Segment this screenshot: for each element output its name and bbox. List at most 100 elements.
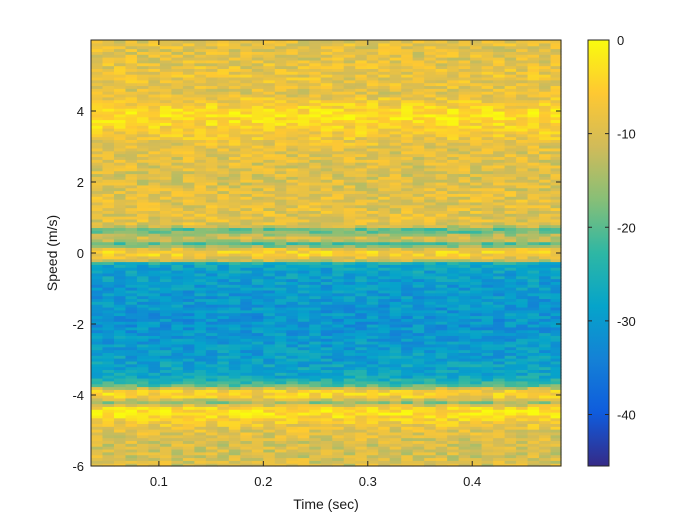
heatmap-cell: [274, 235, 287, 240]
heatmap-cell: [263, 128, 276, 132]
heatmap-cell: [136, 235, 150, 240]
heatmap-cell: [458, 395, 471, 399]
heatmap-cell: [297, 372, 310, 376]
heatmap-cell: [320, 383, 333, 388]
heatmap-cell: [332, 423, 345, 427]
heatmap-cell: [171, 431, 184, 436]
heatmap-cell: [194, 380, 207, 385]
heatmap-cell: [182, 363, 195, 368]
heatmap-cell: [136, 335, 150, 339]
heatmap-cell: [343, 414, 356, 419]
heatmap-cell: [401, 71, 414, 75]
heatmap-cell: [194, 454, 207, 459]
heatmap-cell: [125, 233, 138, 237]
heatmap-cell: [470, 332, 483, 336]
heatmap-cell: [309, 173, 322, 177]
heatmap-cell: [343, 261, 356, 265]
heatmap-cell: [435, 244, 448, 248]
heatmap-cell: [148, 235, 161, 240]
heatmap-cell: [136, 42, 150, 47]
heatmap-cell: [113, 451, 127, 456]
heatmap-cell: [447, 434, 460, 439]
heatmap-cell: [263, 42, 276, 47]
heatmap-cell: [148, 230, 161, 234]
heatmap-cell: [217, 51, 230, 55]
heatmap-cell: [389, 142, 402, 146]
heatmap-cell: [366, 253, 379, 257]
heatmap-cell: [332, 130, 345, 135]
heatmap-cell: [182, 116, 195, 121]
heatmap-cell: [136, 338, 150, 342]
heatmap-cell: [470, 343, 483, 348]
heatmap-cell: [424, 59, 437, 64]
heatmap-cell: [240, 437, 253, 442]
heatmap-cell: [91, 386, 104, 390]
heatmap-cell: [458, 74, 471, 78]
heatmap-cell: [286, 65, 299, 69]
heatmap-cell: [435, 326, 448, 331]
heatmap-cell: [194, 250, 207, 254]
heatmap-cell: [366, 272, 379, 277]
heatmap-cell: [401, 88, 414, 92]
heatmap-cell: [194, 113, 207, 118]
heatmap-cell: [102, 68, 115, 72]
heatmap-cell: [332, 102, 345, 106]
heatmap-cell: [194, 446, 207, 450]
heatmap-cell: [424, 227, 437, 231]
heatmap-cell: [447, 346, 460, 351]
heatmap-cell: [366, 434, 379, 439]
heatmap-cell: [458, 440, 471, 444]
heatmap-cell: [251, 349, 264, 353]
heatmap-cell: [205, 298, 218, 302]
heatmap-cell: [205, 448, 218, 453]
heatmap-cell: [343, 312, 356, 317]
heatmap-cell: [159, 292, 173, 297]
heatmap-cell: [113, 164, 127, 169]
heatmap-cell: [91, 431, 104, 436]
heatmap-cell: [332, 324, 345, 328]
heatmap-cell: [297, 389, 310, 393]
heatmap-cell: [297, 42, 310, 47]
heatmap-cell: [263, 62, 276, 67]
heatmap-cell: [447, 170, 460, 175]
heatmap-cell: [228, 451, 241, 456]
heatmap-cell: [148, 164, 161, 169]
heatmap-cell: [470, 429, 483, 433]
heatmap-cell: [91, 306, 104, 311]
heatmap-cell: [171, 264, 184, 268]
heatmap-cell: [228, 184, 241, 189]
heatmap-cell: [263, 338, 276, 342]
heatmap-cell: [389, 343, 402, 348]
heatmap-cell: [102, 76, 115, 81]
heatmap-cell: [251, 389, 264, 393]
heatmap-cell: [148, 343, 161, 348]
heatmap-cell: [424, 62, 437, 67]
heatmap-cell: [205, 153, 218, 158]
heatmap-cell: [205, 377, 218, 382]
heatmap-cell: [389, 122, 402, 126]
heatmap-cell: [458, 446, 471, 450]
heatmap-cell: [171, 65, 184, 69]
heatmap-cell: [274, 287, 287, 291]
heatmap-cell: [205, 238, 218, 243]
heatmap-cell: [148, 111, 161, 115]
heatmap-cell: [286, 329, 299, 334]
heatmap-cell: [366, 74, 379, 78]
heatmap-cell: [205, 62, 218, 67]
heatmap-cell: [91, 369, 104, 373]
heatmap-cell: [274, 68, 287, 72]
heatmap-cell: [412, 309, 425, 314]
heatmap-cell: [435, 207, 448, 211]
heatmap-cell: [366, 93, 379, 98]
heatmap-cell: [286, 159, 299, 163]
heatmap-cell: [217, 306, 230, 311]
heatmap-cell: [263, 352, 276, 356]
heatmap-cell: [205, 199, 218, 203]
heatmap-cell: [102, 150, 115, 155]
heatmap-cell: [125, 460, 138, 464]
heatmap-cell: [343, 446, 356, 450]
heatmap-cell: [159, 201, 173, 206]
heatmap-cell: [136, 358, 150, 362]
heatmap-cell: [274, 272, 287, 277]
heatmap-cell: [194, 190, 207, 194]
